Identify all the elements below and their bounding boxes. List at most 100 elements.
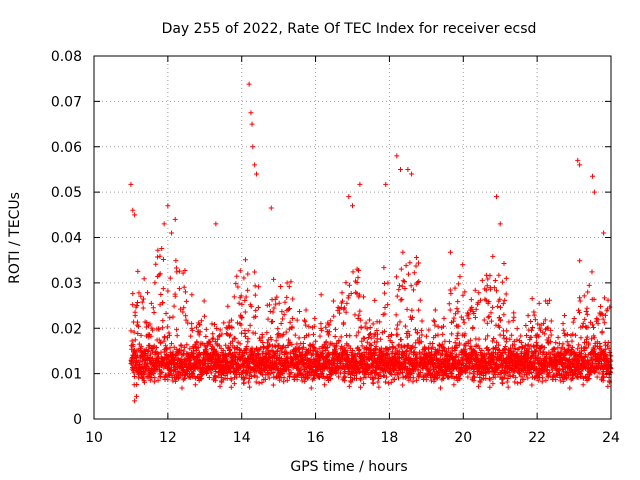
roti-point <box>560 378 566 384</box>
roti-point <box>224 371 230 377</box>
roti-point <box>147 377 153 383</box>
roti-point <box>530 325 536 331</box>
roti-point <box>377 319 383 325</box>
roti-point <box>226 344 232 350</box>
roti-point <box>135 300 141 306</box>
roti-point <box>528 318 534 324</box>
roti-point <box>180 270 186 276</box>
roti-point <box>248 110 254 116</box>
y-tick-label: 0.06 <box>51 140 82 156</box>
roti-point <box>160 286 166 292</box>
roti-point <box>294 317 300 323</box>
roti-point <box>181 305 187 311</box>
roti-point <box>265 372 271 378</box>
x-tick-label: 22 <box>528 430 546 446</box>
roti-point <box>548 318 554 324</box>
roti-point <box>363 320 369 326</box>
roti-point <box>532 317 538 323</box>
roti-point <box>451 382 457 388</box>
roti-point <box>219 331 225 337</box>
roti-point <box>174 333 180 339</box>
roti-point <box>209 343 215 349</box>
roti-point <box>423 333 429 339</box>
roti-point <box>183 298 189 304</box>
roti-point <box>468 297 474 303</box>
roti-point <box>275 348 281 354</box>
roti-point <box>239 301 245 307</box>
y-axis-title: ROTI / TECUs <box>7 192 23 284</box>
roti-point <box>287 319 293 325</box>
roti-point <box>150 305 156 311</box>
roti-point <box>290 356 296 362</box>
roti-point <box>605 297 611 303</box>
roti-point <box>230 364 236 370</box>
roti-point <box>482 296 488 302</box>
roti-point <box>399 283 405 289</box>
roti-point <box>171 303 177 309</box>
roti-point <box>411 270 417 276</box>
roti-point <box>581 293 587 299</box>
roti-point <box>454 306 460 312</box>
roti-point <box>410 287 416 293</box>
roti-point <box>413 263 419 269</box>
roti-point <box>357 181 363 187</box>
roti-point <box>213 221 219 227</box>
roti-point <box>346 194 352 200</box>
roti-point <box>529 382 535 388</box>
roti-point <box>346 383 352 389</box>
roti-point <box>153 261 159 267</box>
roti-point <box>145 290 151 296</box>
roti-point <box>294 363 300 369</box>
roti-point <box>167 315 173 321</box>
roti-point <box>501 332 507 338</box>
roti-point <box>455 330 461 336</box>
roti-point <box>243 294 249 300</box>
roti-point <box>602 295 608 301</box>
roti-point <box>548 332 554 338</box>
roti-point <box>284 280 290 286</box>
roti-point <box>280 331 286 337</box>
roti-point <box>174 269 180 275</box>
roti-point <box>416 260 422 266</box>
roti-point <box>518 333 524 339</box>
roti-point <box>332 334 338 340</box>
roti-point <box>302 378 308 384</box>
roti-point <box>339 290 345 296</box>
roti-point <box>235 284 241 290</box>
roti-point <box>172 216 178 222</box>
roti-point <box>167 345 173 351</box>
roti-point <box>169 230 175 236</box>
roti-point <box>147 321 153 327</box>
roti-point <box>248 303 254 309</box>
roti-point <box>303 307 309 313</box>
roti-point <box>446 339 452 345</box>
roti-point <box>599 329 605 335</box>
roti-point <box>132 398 138 404</box>
roti-point <box>297 367 303 373</box>
roti-point <box>236 300 242 306</box>
roti-point <box>158 292 164 298</box>
roti-point <box>584 305 590 311</box>
roti-point <box>189 292 195 298</box>
roti-point <box>140 375 146 381</box>
roti-point <box>419 332 425 338</box>
y-tick-label: 0.03 <box>51 276 82 292</box>
roti-point <box>157 253 163 259</box>
roti-point <box>505 384 511 390</box>
roti-point <box>142 379 148 385</box>
roti-point <box>341 320 347 326</box>
roti-point <box>510 318 516 324</box>
roti-point <box>479 277 485 283</box>
roti-point <box>303 333 309 339</box>
roti-point <box>355 275 361 281</box>
roti-point <box>343 280 349 286</box>
roti-point <box>416 307 422 313</box>
y-tick-label: 0 <box>73 412 82 428</box>
roti-point <box>275 326 281 332</box>
roti-point <box>476 336 482 342</box>
roti-point <box>195 344 201 350</box>
roti-point <box>176 286 182 292</box>
roti-point <box>148 300 154 306</box>
roti-point <box>265 316 271 322</box>
roti-point <box>278 321 284 327</box>
